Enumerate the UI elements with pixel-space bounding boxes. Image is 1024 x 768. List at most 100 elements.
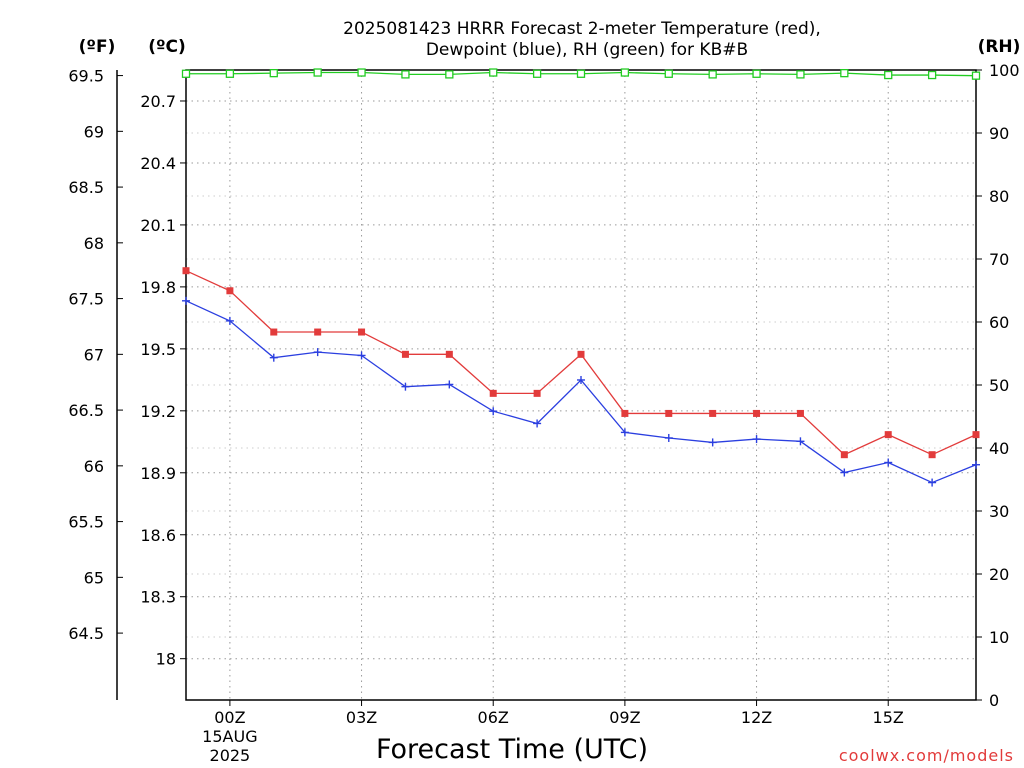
fahrenheit-tick-label: 69 [84,122,104,141]
series-rh [181,68,981,80]
rh-tick-label: 20 [989,565,1009,584]
credit-text[interactable]: coolwx.com/models [839,746,1014,765]
fahrenheit-tick-label: 69.5 [68,67,104,86]
rh-unit-label: (RH) [978,37,1021,57]
celsius-tick-label: 19.2 [140,402,176,421]
rh-point [489,68,498,77]
rh-point [796,70,805,79]
rh-tick-label: 50 [989,376,1009,395]
rh-tick-label: 70 [989,250,1009,269]
rh-point [225,69,235,78]
fahrenheit-tick-label: 67.5 [68,290,104,309]
temperature-point [182,267,190,275]
dewpoint-line [185,300,977,484]
fahrenheit-tick-label: 68.5 [68,178,104,197]
dewpoint-point [752,435,761,444]
celsius-tick-label: 19.5 [140,340,176,359]
temperature-point [489,389,497,397]
series-dewpoint [182,296,980,487]
dewpoint-point [664,433,673,442]
fahrenheit-tick-label: 66.5 [68,401,104,420]
fahrenheit-tick-label: 64.5 [68,624,104,643]
celsius-tick-label: 20.4 [140,154,176,173]
temperature-point [358,328,366,336]
time-tick-label: 00Z [214,708,245,727]
dewpoint-point [489,407,498,416]
rh-point [269,69,278,78]
rh-point [884,70,893,80]
temperature-point [401,350,409,358]
dewpoint-point [182,296,190,305]
temperature-point [796,409,804,417]
rh-tick-label: 100 [989,61,1020,80]
chart-title-line1: 2025081423 HRRR Forecast 2-meter Tempera… [343,19,821,39]
chart-title-line2: Dewpoint (blue), RH (green) for KB#B [426,40,748,60]
dewpoint-point [840,468,849,477]
temperature-point [665,409,673,417]
rh-point [840,69,849,78]
celsius-tick-label: 18.3 [140,588,176,607]
rh-point [181,69,191,78]
gridlines [186,70,976,700]
dewpoint-point [708,438,717,447]
temperature-point [753,409,761,417]
rh-point [445,70,454,79]
celsius-tick-label: 18.9 [140,464,176,483]
rh-point [357,68,366,77]
rh-tick-label: 80 [989,187,1009,206]
celsius-unit-label: (ºC) [148,37,186,57]
dewpoint-point [445,380,454,389]
temperature-line [185,270,977,456]
temperature-point [928,451,936,459]
dewpoint-point [577,375,585,384]
rh-point [664,69,673,78]
series-temperature [182,267,980,459]
temperature-point [577,350,585,358]
dewpoint-point [972,460,980,469]
dewpoint-point [357,351,366,360]
rh-point [927,70,937,80]
rh-tick-label: 10 [989,628,1009,647]
rh-tick-label: 0 [989,691,999,710]
dewpoint-point [928,478,937,487]
temperature-point [621,409,629,417]
rh-point [708,70,717,79]
temperature-point [314,328,322,336]
dewpoint-point [796,437,805,446]
rh-tick-label: 60 [989,313,1009,332]
celsius-tick-label: 18 [156,650,176,669]
celsius-tick-label: 20.7 [140,92,176,111]
fahrenheit-tick-label: 68 [84,234,104,253]
rh-tick-label: 90 [989,124,1009,143]
rh-point [752,69,761,78]
dewpoint-point [533,419,542,428]
rh-tick-label: 40 [989,439,1009,458]
dewpoint-point [269,353,278,362]
fahrenheit-tick-label: 65.5 [68,513,104,532]
dewpoint-point [884,458,893,467]
axes [116,69,982,706]
dewpoint-point [225,316,234,325]
fahrenheit-tick-label: 65 [84,568,104,587]
x-axis-label: Forecast Time (UTC) [376,734,648,765]
fahrenheit-tick-label: 66 [84,457,104,476]
fahrenheit-unit-label: (ºF) [79,37,116,57]
dewpoint-point [401,382,410,391]
temperature-point [226,287,234,295]
series-lines [181,68,981,487]
celsius-tick-label: 19.8 [140,278,176,297]
rh-point [576,69,586,78]
time-tick-date-label: 15AUG [202,727,257,746]
celsius-tick-label: 20.1 [140,216,176,235]
fahrenheit-tick-label: 67 [84,345,104,364]
temperature-point [270,328,278,336]
time-tick-label: 09Z [609,708,640,727]
time-tick-label: 06Z [478,708,509,727]
time-tick-label: 15Z [873,708,904,727]
temperature-point [972,431,980,439]
time-tick-year-label: 2025 [210,746,251,765]
celsius-tick-label: 18.6 [140,526,176,545]
temperature-point [840,451,848,459]
temperature-point [533,389,541,397]
tick-labels: 20.7 20.4 20.1 19.8 19.5 19.2 18.9 18.6 18.3 18 69… [68,61,1019,765]
